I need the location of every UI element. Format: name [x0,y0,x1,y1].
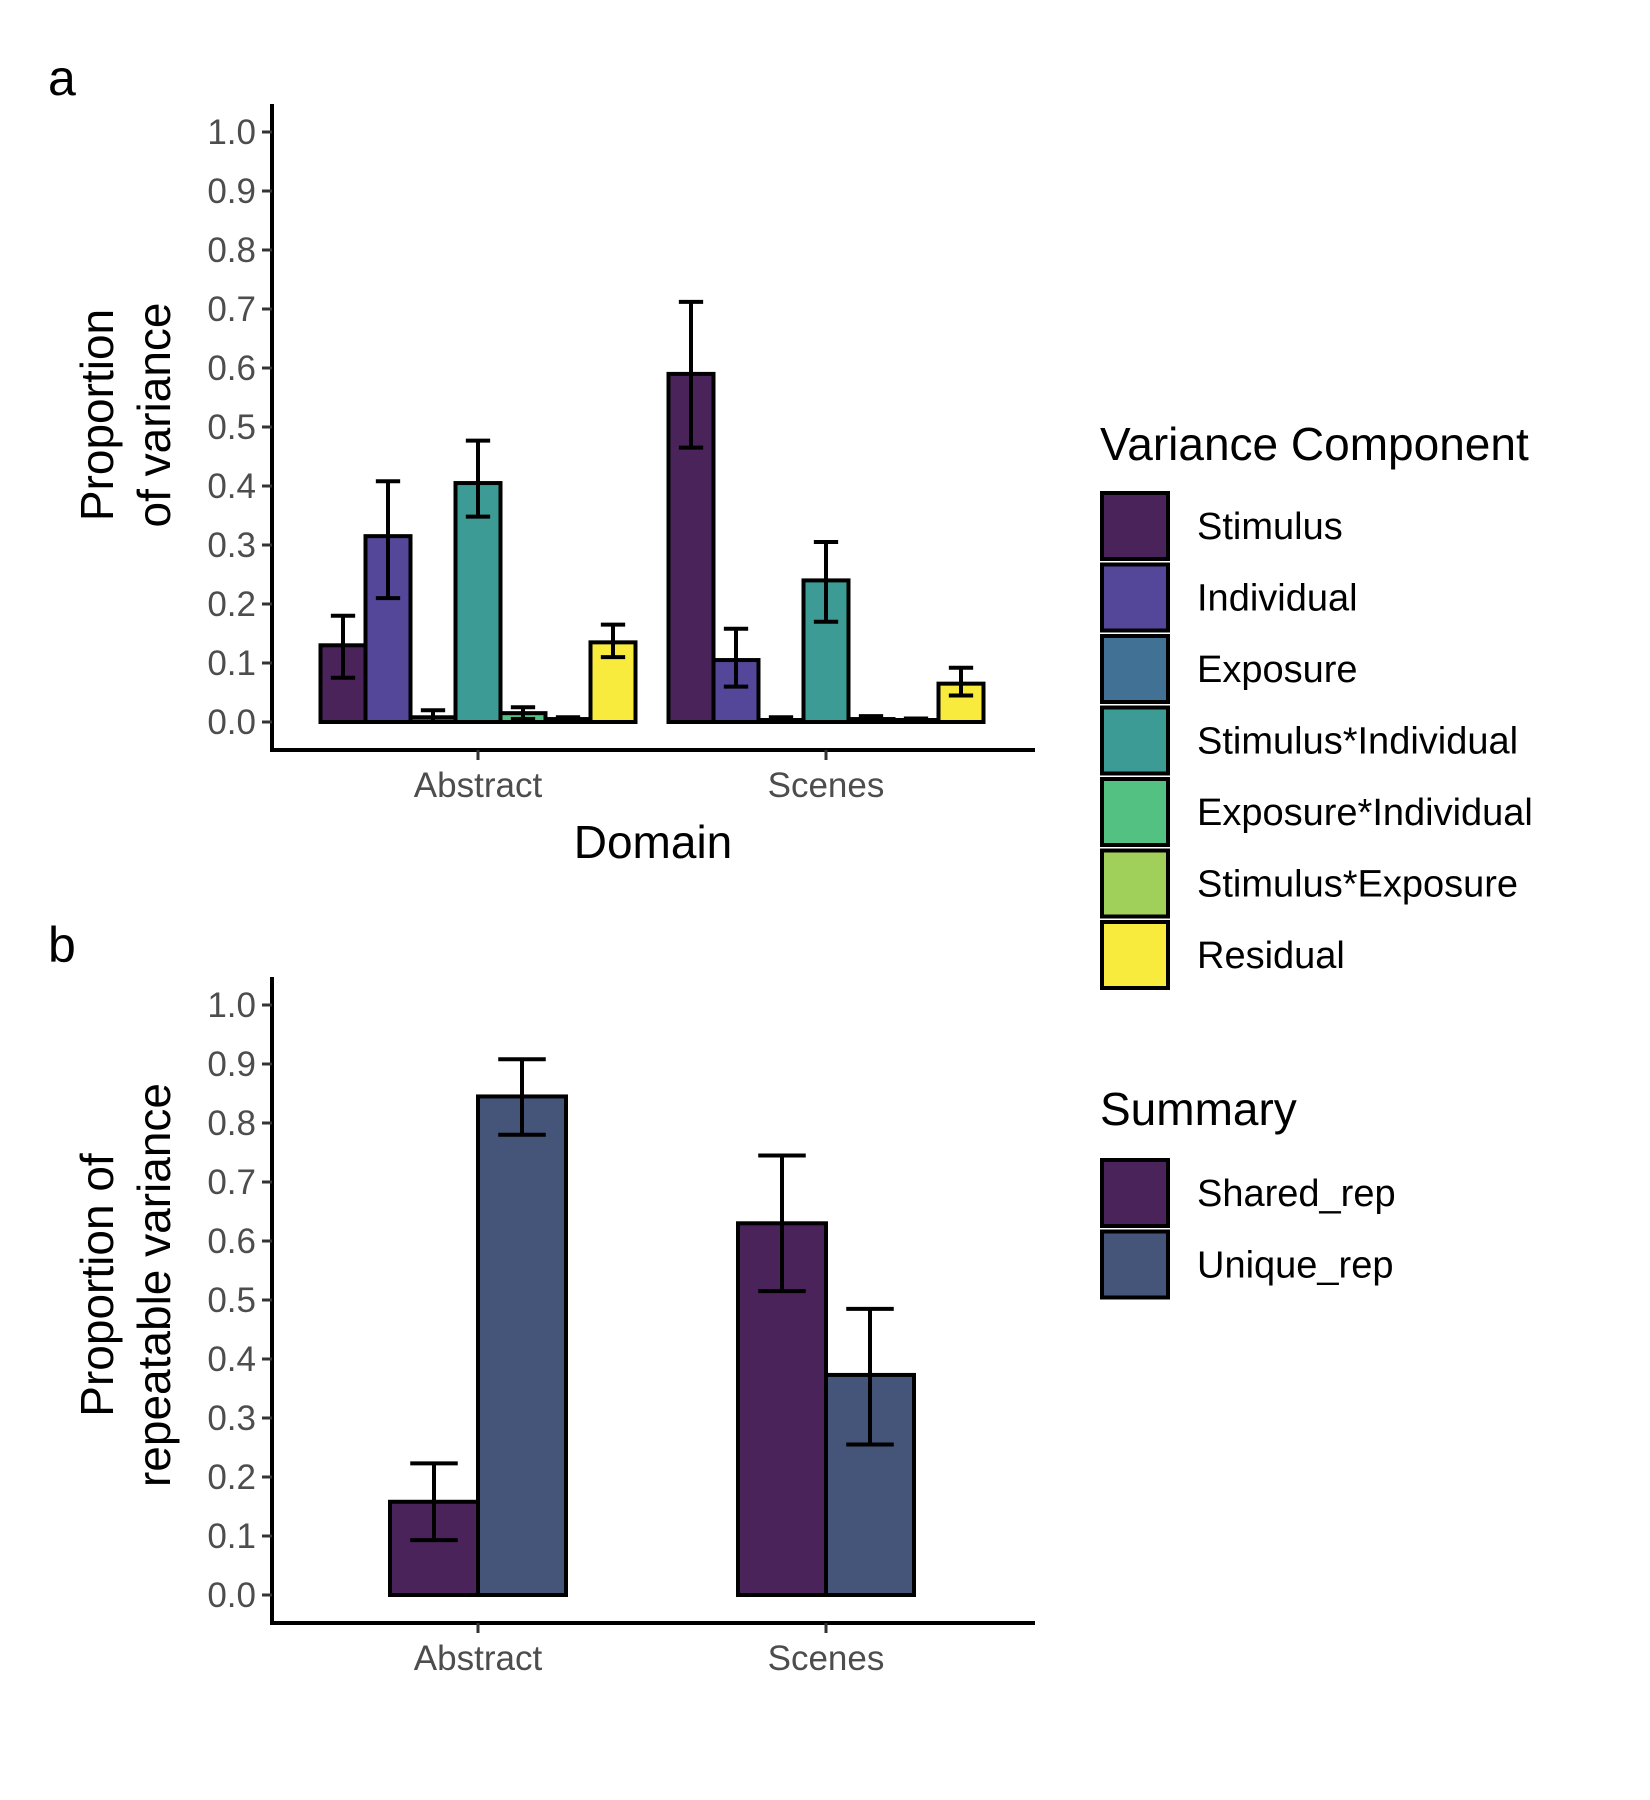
legend-label: Exposure*Individual [1197,792,1533,834]
y-tick-label: 0.7 [207,1163,256,1202]
legend-label: Stimulus*Exposure [1197,864,1518,906]
y-tick-label: 0.3 [207,526,256,565]
y-axis-title-line-2: repeatable variance [128,1083,180,1487]
y-tick-label: 0.6 [207,349,256,388]
legend-variance-component: Variance Component Stimulus Individual Exp… [1100,418,1533,990]
legend-key [1100,562,1170,633]
legend-label: Residual [1197,935,1345,977]
legend-key [1100,920,1170,990]
legend-summary: Summary Shared_rep Unique_rep [1100,1083,1396,1300]
legend-key [1100,848,1170,919]
y-tick-label: 0.9 [207,172,256,211]
legend-label: Stimulus [1197,506,1343,548]
legend-label: Stimulus*Individual [1197,721,1518,763]
y-tick-label: 0.8 [207,231,256,270]
y-axis-title-line-2: of variance [128,302,180,527]
panel-a: a Proportion of variance 0.0 0.1 0.2 0.3 0.4… [48,50,1035,868]
y-tick-label: 0.5 [207,1281,256,1320]
legend-label: Individual [1197,578,1358,620]
legend-key [1100,1229,1170,1300]
panel-label-a: a [48,50,76,106]
legend-key [1100,1158,1170,1228]
legend-key [1100,705,1170,776]
plot-area-b: 0.0 0.1 0.2 0.3 0.4 0.5 0.6 0.7 0.8 0.9 1.0 Abstrac… [207,977,1035,1678]
y-tick-label: 0.4 [207,467,256,506]
y-tick-label: 1.0 [207,113,256,152]
bar [453,481,503,724]
y-tick-label: 1.0 [207,986,256,1025]
y-axis-title-b: Proportion of repeatable variance [71,1083,180,1487]
y-tick-label: 0.0 [207,1576,256,1615]
y-axis-title-line-1: Proportion [71,309,123,521]
legend-key [1100,491,1170,561]
legend-key [1100,777,1170,847]
bar [476,1094,568,1597]
x-tick-label: Scenes [768,766,885,805]
y-tick-label: 0.6 [207,1222,256,1261]
y-tick-label: 0.9 [207,1045,256,1084]
x-tick-label: Abstract [414,1639,543,1678]
legend-title: Variance Component [1100,418,1529,470]
y-axis-title-a: Proportion of variance [71,302,180,527]
plot-area-a: 0.0 0.1 0.2 0.3 0.4 0.5 0.6 0.7 0.8 0.9 1.0 Abstrac… [207,104,1035,805]
legend-title: Summary [1100,1083,1297,1135]
y-tick-label: 0.0 [207,703,256,742]
legend-key [1100,634,1170,704]
y-tick-label: 0.7 [207,290,256,329]
panel-label-b: b [48,917,76,973]
x-tick-label: Abstract [414,766,543,805]
x-axis-title-a: Domain [574,816,733,868]
y-axis-title-line-1: Proportion of [71,1153,123,1417]
legend-label: Exposure [1197,649,1358,691]
y-tick-label: 0.2 [207,1458,256,1497]
legend-label: Unique_rep [1197,1245,1393,1287]
y-tick-label: 0.2 [207,585,256,624]
y-tick-label: 0.4 [207,1340,256,1379]
y-tick-label: 0.1 [207,1517,256,1556]
y-tick-label: 0.5 [207,408,256,447]
x-tick-label: Scenes [768,1639,885,1678]
y-tick-label: 0.3 [207,1399,256,1438]
y-tick-label: 0.1 [207,644,256,683]
panel-b: b Proportion of repeatable variance 0.00… [48,917,1035,1678]
y-tick-label: 0.8 [207,1104,256,1143]
legend-label: Shared_rep [1197,1173,1396,1215]
